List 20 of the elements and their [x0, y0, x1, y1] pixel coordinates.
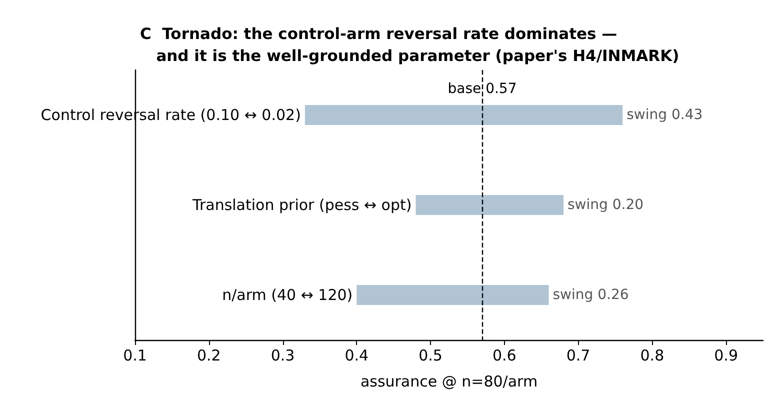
- x-tick-label: 0.2: [196, 346, 221, 364]
- x-tick-label: 0.5: [418, 346, 442, 364]
- chart-title: C Tornado: the control-arm reversal rate dominates — and it is the well-grounded parameter (paper's H4/INMARK): [140, 25, 680, 65]
- data-label: swing 0.26: [552, 287, 629, 303]
- bar: [356, 285, 549, 305]
- bar: [304, 105, 623, 125]
- bar: [416, 195, 564, 215]
- data-label: swing 0.20: [568, 197, 644, 213]
- x-axis-title: assurance @ n=80/arm: [360, 372, 538, 390]
- y-tick-label: Translation prior (pess ↔ opt): [192, 196, 412, 214]
- y-tick-label: n/arm (40 ↔ 120): [222, 286, 353, 304]
- x-tick-label: 0.4: [344, 346, 369, 364]
- x-tick-label: 0.6: [492, 346, 516, 364]
- data-label: swing 0.43: [626, 107, 703, 123]
- x-tick-label: 0.8: [640, 346, 664, 364]
- x-tick-label: 0.9: [714, 346, 738, 364]
- x-tick-label: 0.3: [270, 346, 295, 364]
- x-tick-label: 0.7: [566, 346, 590, 364]
- ref-line-label: base 0.57: [448, 81, 517, 97]
- x-tick-label: 0.1: [123, 346, 147, 364]
